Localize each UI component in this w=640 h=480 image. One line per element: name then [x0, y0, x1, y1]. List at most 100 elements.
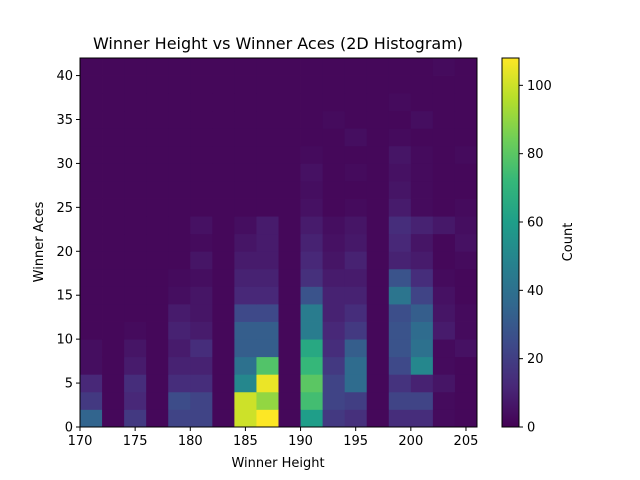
heatmap-cell [102, 321, 125, 340]
heatmap-cell [124, 93, 147, 112]
heatmap-cell [300, 110, 324, 129]
heatmap-cell [388, 93, 412, 112]
heatmap-cell [432, 145, 456, 164]
heatmap-cell [344, 93, 368, 112]
heatmap-cell [102, 374, 125, 393]
heatmap-cell [168, 128, 191, 147]
heatmap-cell [322, 374, 346, 393]
heatmap-cell [80, 409, 103, 428]
heatmap-cell [344, 163, 368, 182]
heatmap-cell [410, 93, 434, 112]
heatmap-cell [344, 409, 368, 428]
heatmap-cell [432, 321, 456, 340]
heatmap-cell [190, 145, 213, 164]
heatmap-cell [300, 268, 324, 287]
plot-frame [79, 57, 478, 428]
heatmap-cell [234, 356, 257, 375]
heatmap-cell [388, 58, 412, 76]
heatmap-cell [234, 75, 257, 94]
heatmap-cell [190, 163, 213, 182]
heatmap-cell [454, 145, 478, 164]
heatmap-cell [432, 75, 456, 94]
x-tick-label: 195 [343, 434, 368, 449]
heatmap-cell [168, 356, 191, 375]
heatmap-cell [80, 356, 103, 375]
heatmap-cell [454, 304, 478, 322]
heatmap-cell [278, 58, 301, 76]
heatmap-cell [344, 216, 368, 235]
heatmap-cell [454, 374, 478, 393]
y-tick-label: 15 [56, 289, 73, 304]
heatmap-cell [212, 251, 235, 270]
heatmap-cell [234, 268, 257, 287]
heatmap-cell [146, 374, 169, 393]
heatmap-cell [278, 233, 301, 252]
heatmap-cell [454, 409, 478, 428]
heatmap-cell [344, 145, 368, 164]
heatmap-cell [278, 110, 301, 129]
heatmap-cell [80, 163, 103, 182]
heatmap-cell [168, 321, 191, 340]
heatmap-cell [124, 374, 147, 393]
heatmap-cell [146, 198, 169, 217]
heatmap-cell [124, 128, 147, 147]
heatmap-cell [454, 216, 478, 235]
heatmap-cell [278, 75, 301, 94]
colorbar-tick-label: 20 [527, 352, 544, 367]
heatmap-cell [322, 58, 346, 76]
heatmap-cell [322, 216, 346, 235]
heatmap-cell [432, 409, 456, 428]
heatmap-cell [234, 286, 257, 305]
heatmap-cell [234, 304, 257, 322]
heatmap-cell [322, 75, 346, 94]
heatmap-cell [278, 374, 301, 393]
heatmap-cell [168, 181, 191, 199]
heatmap-cell [454, 110, 478, 129]
heatmap-cell [102, 58, 125, 76]
heatmap-cell [322, 110, 346, 129]
heatmap-cell [146, 75, 169, 94]
heatmap-cell [190, 321, 213, 340]
y-axis-ticks: 0 5 10 15 20 25 30 35 40 [56, 69, 80, 436]
heatmap-cell [278, 268, 301, 287]
heatmap-cell [388, 356, 412, 375]
heatmap-cell [80, 93, 103, 112]
heatmap-cell [410, 374, 434, 393]
colorbar [501, 57, 520, 428]
heatmap-cell [212, 145, 235, 164]
y-tick-label: 40 [56, 69, 73, 84]
heatmap-cell [344, 58, 368, 76]
heatmap-cell [256, 374, 279, 393]
heatmap-cell [322, 163, 346, 182]
x-tick-label: 170 [68, 434, 93, 449]
heatmap-cell [432, 339, 456, 358]
heatmap-cell [102, 198, 125, 217]
heatmap-cell [278, 198, 301, 217]
heatmap-cell [388, 216, 412, 235]
heatmap-cell [454, 391, 478, 410]
heatmap-cell [234, 233, 257, 252]
heatmap-cell [256, 216, 279, 235]
heatmap-cell [366, 251, 390, 270]
x-tick-label: 185 [233, 434, 258, 449]
heatmap-cell [102, 110, 125, 129]
heatmap-cell [322, 145, 346, 164]
heatmap-cell [322, 268, 346, 287]
heatmap-cell [388, 233, 412, 252]
heatmap-cell [212, 391, 235, 410]
heatmap-cell [300, 216, 324, 235]
heatmap-cell [410, 128, 434, 147]
heatmap-cell [212, 198, 235, 217]
heatmap-cell [278, 216, 301, 235]
heatmap-cell [102, 339, 125, 358]
heatmap-cell [388, 75, 412, 94]
heatmap-cell [344, 304, 368, 322]
heatmap-cell [168, 110, 191, 129]
heatmap-cell [212, 75, 235, 94]
heatmap-cell [388, 391, 412, 410]
heatmap-cell [300, 286, 324, 305]
heatmap-cell [212, 163, 235, 182]
heatmap-cell [168, 391, 191, 410]
heatmap-cell [300, 251, 324, 270]
heatmap-cell [410, 145, 434, 164]
